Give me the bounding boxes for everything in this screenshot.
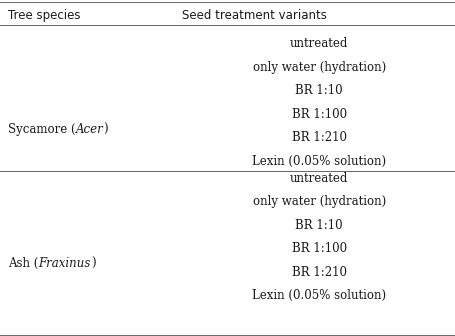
- Text: ): ): [103, 123, 108, 136]
- Text: only water (hydration): only water (hydration): [252, 195, 385, 208]
- Text: Sycamore (: Sycamore (: [8, 123, 76, 136]
- Text: BR 1:100: BR 1:100: [291, 242, 346, 255]
- Text: Lexin (0.05% solution): Lexin (0.05% solution): [252, 289, 385, 302]
- Text: Tree species: Tree species: [8, 9, 81, 22]
- Text: Fraxinus: Fraxinus: [39, 257, 91, 270]
- Text: BR 1:100: BR 1:100: [291, 108, 346, 121]
- Text: Acer: Acer: [76, 123, 103, 136]
- Text: untreated: untreated: [289, 37, 348, 50]
- Text: BR 1:10: BR 1:10: [295, 219, 342, 232]
- Text: Ash (: Ash (: [8, 257, 39, 270]
- Text: BR 1:210: BR 1:210: [291, 266, 346, 279]
- Text: untreated: untreated: [289, 172, 348, 184]
- Text: Lexin (0.05% solution): Lexin (0.05% solution): [252, 155, 385, 168]
- Text: ): ): [91, 257, 96, 270]
- Text: only water (hydration): only water (hydration): [252, 61, 385, 74]
- Text: BR 1:210: BR 1:210: [291, 131, 346, 144]
- Text: Seed treatment variants: Seed treatment variants: [182, 9, 327, 22]
- Text: BR 1:10: BR 1:10: [295, 84, 342, 97]
